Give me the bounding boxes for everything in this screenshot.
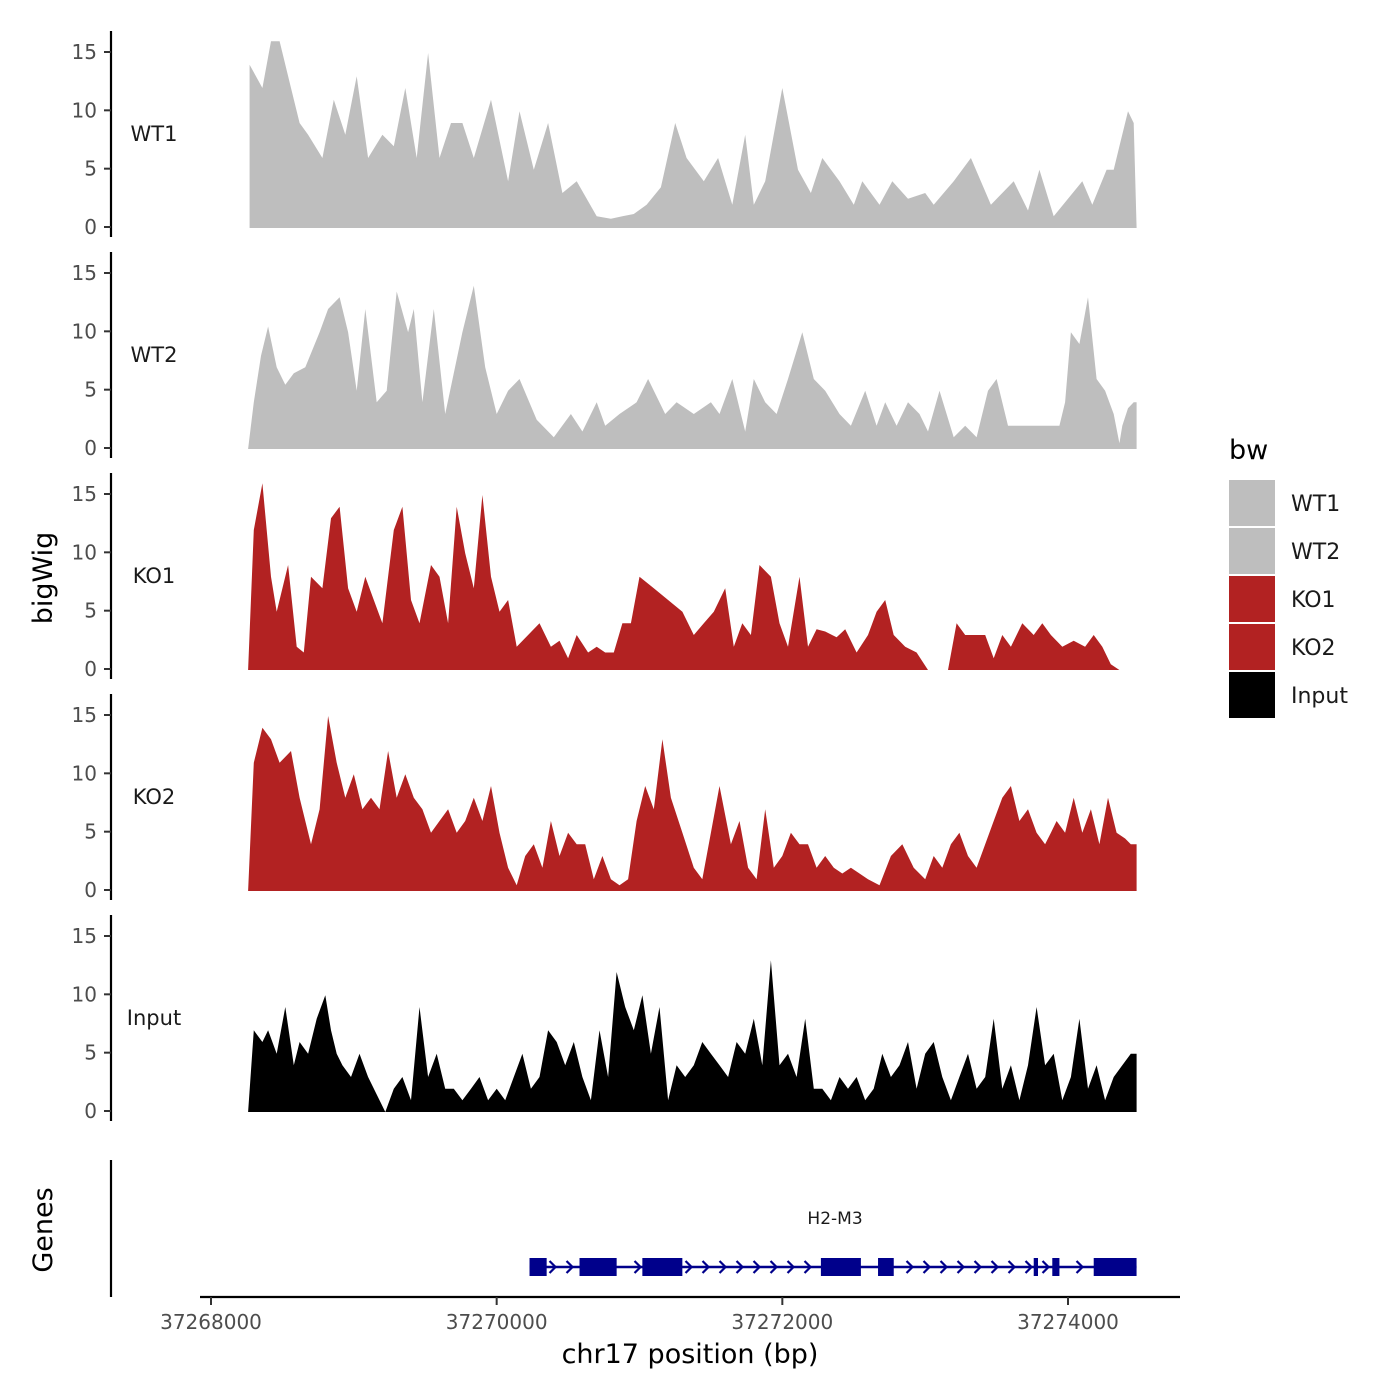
legend-title: bw: [1229, 435, 1268, 466]
gene-exon: [642, 1258, 683, 1276]
y-tick-label: 10: [72, 761, 97, 785]
strand-arrow: [956, 1260, 966, 1274]
legend-label: KO1: [1291, 588, 1336, 613]
strand-arrow: [752, 1260, 762, 1274]
y-tick-label: 0: [84, 1099, 97, 1123]
gene-name-label: H2-M3: [807, 1209, 862, 1229]
legend-label: Input: [1291, 684, 1348, 709]
legend-label: WT2: [1291, 540, 1340, 565]
strand-arrow: [701, 1260, 711, 1274]
y-tick-label: 0: [84, 215, 97, 239]
legend-key-ko1: [1229, 576, 1275, 622]
legend-items: WT1 WT2 KO1 KO2 Input: [1229, 480, 1348, 718]
track-ko2: 0 5 10 15 KO2: [72, 694, 1137, 902]
coverage-tracks: 0 5 10 15 WT1 0 5 10 15 WT2 0 5 10 15 KO1 0 5 10 15 KO2 0 5 10…: [72, 31, 1137, 1123]
gene-exon: [820, 1258, 861, 1276]
strand-arrow: [1041, 1260, 1051, 1274]
strand-arrow: [1007, 1260, 1017, 1274]
y-axis-title: bigWig: [28, 532, 59, 625]
x-axis-ticks: 37268000 37270000 37272000 37274000: [160, 1297, 1119, 1334]
strand-arrow: [922, 1260, 932, 1274]
x-axis-title: chr17 position (bp): [562, 1339, 819, 1370]
y-tick-label: 10: [72, 982, 97, 1006]
y-tick-label: 5: [84, 1041, 97, 1065]
strand-arrow: [786, 1260, 796, 1274]
strand-arrow: [718, 1260, 728, 1274]
strand-arrow: [939, 1260, 949, 1274]
coverage-area-ko1: [248, 483, 929, 670]
y-tick-label: 5: [84, 378, 97, 402]
coverage-area-input: [248, 960, 1137, 1112]
y-tick-label: 5: [84, 157, 97, 181]
y-tick-label: 10: [72, 98, 97, 122]
y-tick-label: 5: [84, 599, 97, 623]
track-wt2: 0 5 10 15 WT2: [72, 252, 1137, 460]
genes-axis-title: Genes: [28, 1187, 59, 1272]
y-tick-label: 0: [84, 436, 97, 460]
y-tick-label: 15: [72, 261, 97, 285]
legend-key-input: [1229, 672, 1275, 718]
gene-track: H2-M3: [109, 1160, 1137, 1297]
strand-arrow: [905, 1260, 915, 1274]
coverage-area-ko1: [948, 623, 1137, 670]
strand-arrow: [769, 1260, 779, 1274]
track-label: WT1: [131, 122, 178, 146]
x-tick-label: 37274000: [1017, 1310, 1119, 1334]
coverage-area-wt2: [248, 285, 1137, 449]
y-tick-label: 15: [72, 482, 97, 506]
track-label: Input: [127, 1006, 181, 1030]
legend-key-wt1: [1229, 480, 1275, 526]
strand-arrow: [803, 1260, 813, 1274]
legend: bw WT1 WT2 KO1 KO2 Input: [1229, 435, 1348, 718]
gene-exon: [1033, 1258, 1039, 1276]
track-label: KO2: [133, 785, 176, 809]
coverage-area-wt1: [249, 41, 1137, 228]
legend-key-ko2: [1229, 624, 1275, 670]
gene-exon: [1052, 1258, 1060, 1276]
x-tick-label: 37268000: [160, 1310, 262, 1334]
strand-arrow: [1075, 1260, 1085, 1274]
track-wt1: 0 5 10 15 WT1: [72, 31, 1137, 239]
x-tick-label: 37272000: [731, 1310, 833, 1334]
strand-arrow: [565, 1260, 575, 1274]
track-label: KO1: [133, 564, 176, 588]
gene-exon: [529, 1258, 547, 1276]
strand-arrow: [684, 1260, 694, 1274]
gene-exon: [579, 1258, 617, 1276]
track-label: WT2: [131, 343, 178, 367]
y-tick-label: 15: [72, 924, 97, 948]
y-tick-label: 15: [72, 703, 97, 727]
track-input: 0 5 10 15 Input: [72, 915, 1137, 1123]
gene-models: H2-M3: [529, 1209, 1137, 1276]
y-tick-label: 0: [84, 878, 97, 902]
y-tick-label: 5: [84, 820, 97, 844]
strand-arrow: [633, 1260, 643, 1274]
x-tick-label: 37270000: [446, 1310, 548, 1334]
y-tick-label: 0: [84, 657, 97, 681]
gene-model: H2-M3: [529, 1209, 1137, 1276]
strand-arrow: [735, 1260, 745, 1274]
y-tick-label: 15: [72, 40, 97, 64]
y-tick-label: 10: [72, 319, 97, 343]
track-ko1: 0 5 10 15 KO1: [72, 473, 1137, 681]
gene-exon: [878, 1258, 894, 1276]
y-tick-label: 10: [72, 540, 97, 564]
legend-key-wt2: [1229, 528, 1275, 574]
gene-exon: [1093, 1258, 1137, 1276]
strand-arrow: [973, 1260, 983, 1274]
x-axis: 37268000 37270000 37272000 37274000: [160, 1295, 1180, 1334]
strand-arrow: [548, 1260, 558, 1274]
strand-arrow: [1024, 1260, 1034, 1274]
strand-arrow: [990, 1260, 1000, 1274]
legend-label: KO2: [1291, 636, 1336, 661]
legend-label: WT1: [1291, 492, 1340, 517]
coverage-area-ko2: [248, 716, 1137, 891]
